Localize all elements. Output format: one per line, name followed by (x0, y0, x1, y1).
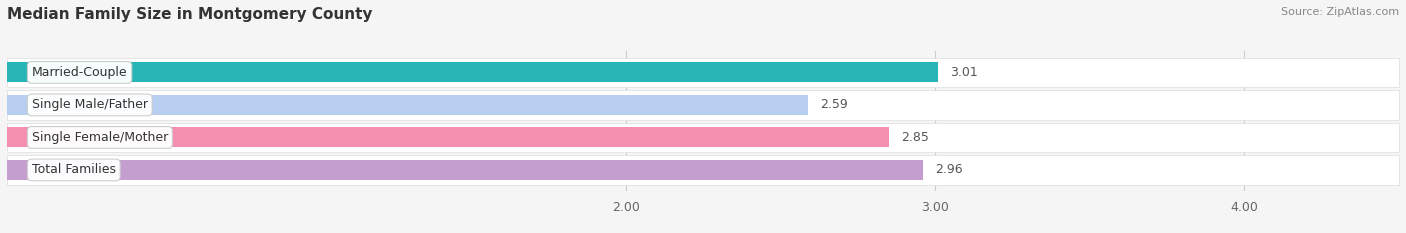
Bar (7, 58, 1399, 87)
Text: Median Family Size in Montgomery County: Median Family Size in Montgomery County (7, 7, 373, 22)
Text: 2.85: 2.85 (901, 131, 929, 144)
Text: Source: ZipAtlas.com: Source: ZipAtlas.com (1281, 7, 1399, 17)
Bar (7, 127, 889, 147)
Bar (7, 160, 922, 180)
Text: 3.01: 3.01 (950, 66, 979, 79)
Bar (7, 62, 938, 82)
Bar (7, 155, 1399, 185)
Text: 2.96: 2.96 (935, 163, 963, 176)
Bar (7, 95, 808, 115)
Text: Married-Couple: Married-Couple (32, 66, 128, 79)
Text: Single Female/Mother: Single Female/Mother (32, 131, 169, 144)
Text: Single Male/Father: Single Male/Father (32, 98, 148, 111)
Text: 2.59: 2.59 (821, 98, 848, 111)
Bar (7, 90, 1399, 120)
Bar (7, 123, 1399, 152)
Text: Total Families: Total Families (32, 163, 115, 176)
